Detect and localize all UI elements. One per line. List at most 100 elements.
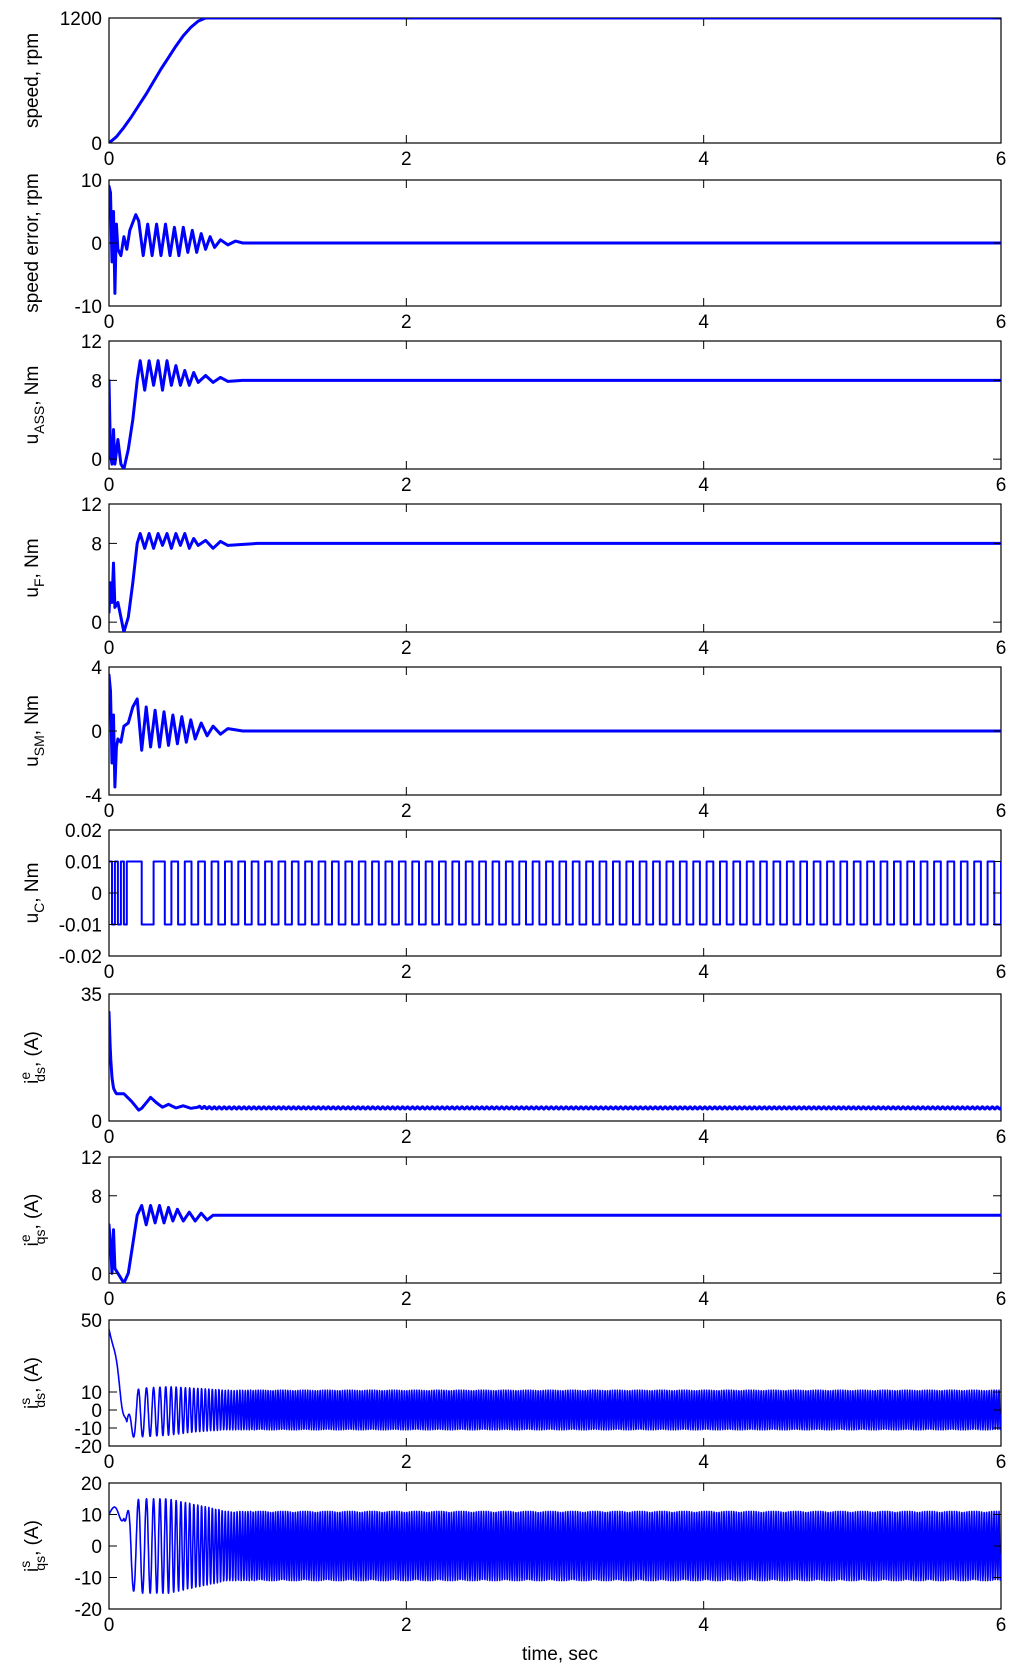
series-line [109,184,1001,295]
x-tick-label: 2 [401,1127,412,1148]
x-tick-label: 0 [104,475,115,496]
y-tick-label: 0 [91,1112,102,1133]
y-tick-label: 10 [81,171,102,192]
x-tick-label: 4 [698,962,709,983]
x-tick-label: 4 [698,312,709,333]
y-tick-label: -10 [75,297,102,318]
subplot-8: 0 2 4 6 0 8 12 ieqs​, (A) [17,1148,1006,1310]
y-tick-label: -20 [75,1437,102,1458]
x-tick-label: 6 [996,1127,1007,1148]
x-tick-label: 2 [401,962,412,983]
y-tick-label: 35 [81,985,102,1006]
y-tick-label: 0.01 [65,853,102,874]
y-axis-title: ieqs​, (A) [17,1194,48,1247]
y-tick-label: 0.02 [65,821,102,842]
y-tick-label: 0 [91,1401,102,1422]
y-tick-label: 12 [81,495,102,516]
series-line [109,18,1001,143]
y-tick-label: 20 [81,1474,102,1495]
series-line [109,532,1001,632]
series-line [109,1498,1001,1594]
subplot-3: 0 2 4 6 0 8 12 uASS​, Nm [22,332,1006,496]
y-tick-label: 8 [91,534,102,555]
x-tick-label: 0 [104,801,115,822]
x-tick-label: 6 [996,1615,1007,1636]
plot-frame [108,993,1002,1122]
subplot-7: 0 2 4 6 0 35 ieds​, (A) [17,985,1006,1148]
x-axis-title: time, sec [522,1644,598,1665]
y-tick-label: 12 [81,332,102,353]
x-tick-label: 0 [104,312,115,333]
x-tick-label: 4 [698,801,709,822]
x-tick-label: 6 [996,312,1007,333]
plot-frame [108,1156,1002,1284]
x-tick-label: 0 [104,638,115,659]
y-tick-label: 0 [91,722,102,743]
y-tick-label: -20 [75,1600,102,1621]
x-tick-label: 0 [104,1452,115,1473]
x-tick-label: 6 [996,149,1007,170]
y-tick-label: -4 [85,786,102,807]
y-axis-title: isds​, (A) [17,1357,48,1409]
y-axis-title: speed, rpm [22,33,43,128]
y-tick-label: 0 [91,884,102,905]
x-tick-label: 0 [104,1127,115,1148]
y-axis-title: uC​, Nm [22,863,47,924]
y-tick-label: 8 [91,371,102,392]
plot-frame [108,17,1002,144]
x-tick-label: 6 [996,801,1007,822]
x-tick-label: 0 [104,149,115,170]
y-tick-label: 12 [81,1148,102,1169]
plot-frame [108,503,1002,633]
y-axis-title: uASS​, Nm [22,366,47,445]
y-axis-title: uSM​, Nm [22,695,47,767]
x-tick-label: 6 [996,638,1007,659]
x-tick-label: 4 [698,1289,709,1310]
x-tick-label: 6 [996,962,1007,983]
y-tick-label: -10 [75,1419,102,1440]
x-tick-label: 6 [996,1452,1007,1473]
series-line [109,673,1001,789]
subplot-6: 0 2 4 6 -0.02 -0.01 0 0.01 0.02 uC​, Nm [22,821,1006,983]
x-tick-label: 2 [401,801,412,822]
y-tick-label: 0 [91,450,102,471]
y-tick-label: 10 [81,1383,102,1404]
x-tick-label: 2 [401,1452,412,1473]
y-tick-label: 4 [91,658,102,679]
x-tick-label: 2 [401,149,412,170]
y-tick-label: 0 [91,134,102,155]
series-line [109,1328,1001,1438]
x-tick-label: 0 [104,1289,115,1310]
y-tick-label: 8 [91,1187,102,1208]
y-axis-title: uF​, Nm [22,538,47,597]
subplot-1: 0 2 4 6 0 1200 speed, rpm [22,9,1006,170]
y-tick-label: 1200 [60,9,102,30]
y-axis-title: isqs​, (A) [17,1520,48,1572]
y-tick-label: 10 [81,1506,102,1527]
x-tick-label: 2 [401,638,412,659]
series-line [109,1010,1001,1112]
y-tick-label: -0.02 [59,947,102,968]
plot-frame [108,340,1002,470]
x-tick-label: 4 [698,1615,709,1636]
subplot-4: 0 2 4 6 0 8 12 uF​, Nm [22,495,1006,659]
x-tick-label: 4 [698,475,709,496]
y-tick-label: 0 [91,1264,102,1285]
series-line [109,1204,1001,1283]
y-tick-label: 0 [91,1537,102,1558]
x-tick-label: 4 [698,638,709,659]
x-tick-label: 2 [401,475,412,496]
x-tick-label: 4 [698,149,709,170]
y-tick-label: 0 [91,613,102,634]
x-tick-label: 4 [698,1452,709,1473]
x-tick-label: 0 [104,1615,115,1636]
subplot-10: 0 2 4 6 -20 -10 0 10 20 isqs​, (A) [17,1474,1006,1636]
x-tick-label: 6 [996,1289,1007,1310]
x-tick-label: 6 [996,475,1007,496]
y-tick-label: -10 [75,1569,102,1590]
series-line [109,860,1001,926]
